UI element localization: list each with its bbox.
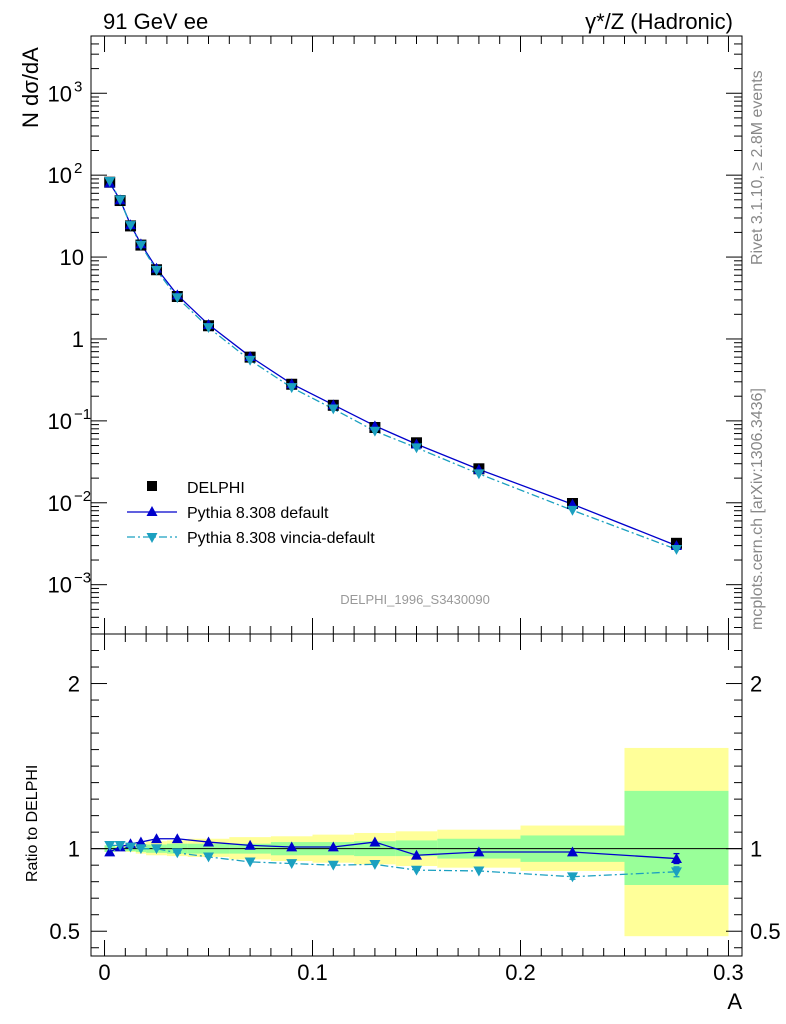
- ratio-point-vincia: [670, 867, 682, 878]
- ratio-point-default: [104, 846, 116, 857]
- ratio-point-default: [670, 853, 682, 863]
- ratio-ytick-label-right: 0.5: [750, 919, 781, 944]
- ratio-point-default: [244, 839, 256, 850]
- point-vincia: [171, 293, 183, 304]
- process-label: γ*/Z (Hadronic): [585, 9, 733, 34]
- point-vincia: [286, 383, 298, 394]
- ratio-xtick-label: 0.3: [713, 960, 744, 985]
- ratio-point-vincia: [286, 859, 298, 870]
- main-ytick-label: 10: [48, 163, 72, 188]
- main-ylabel: N dσ/dA: [18, 47, 43, 128]
- legend-marker-default: [146, 506, 158, 516]
- point-vincia: [203, 323, 215, 334]
- ratio-point-default: [203, 836, 215, 847]
- ratio-ylabel: Ratio to DELPHI: [24, 765, 41, 882]
- ratio-point-vincia: [171, 848, 183, 859]
- ratio-ytick-label: 1: [68, 837, 80, 862]
- legend: DELPHI Pythia 8.308 default Pythia 8.308…: [127, 480, 375, 547]
- legend-label-delphi: DELPHI: [187, 480, 245, 497]
- ratio-xtick-label: 0.1: [297, 960, 328, 985]
- main-ytick-label: 10: [48, 491, 72, 516]
- ratio-x-axis: 0 0.1 0.2 0.3: [98, 634, 744, 985]
- ratio-point-vincia: [327, 860, 339, 871]
- point-vincia: [670, 544, 682, 555]
- ratio-ytick-label: 0.5: [49, 919, 80, 944]
- main-ytick-exponent: −2: [74, 488, 91, 505]
- rivet-info: Rivet 3.1.10, ≥ 2.8M events: [749, 70, 766, 265]
- ratio-point-vincia: [135, 844, 147, 855]
- ratio-point-default: [473, 846, 485, 857]
- ratio-point-vincia: [473, 866, 485, 877]
- ratio-ytick-label-right: 1: [750, 837, 762, 862]
- ratio-point-vincia: [566, 872, 578, 883]
- ratio-point-default: [151, 833, 163, 844]
- main-panel: DELPHI_1996_S3430090 10 310 210110−110−210…: [48, 35, 743, 635]
- main-ytick-label: 10: [48, 573, 72, 598]
- ratio-point-vincia: [114, 840, 126, 851]
- ratio-bands: [104, 747, 729, 937]
- watermark: DELPHI_1996_S3430090: [340, 592, 490, 607]
- point-vincia: [327, 404, 339, 415]
- ratio-point-vincia: [104, 840, 116, 851]
- main-x-axis: [104, 36, 729, 634]
- ratio-point-default: [369, 836, 381, 847]
- legend-label-vincia: Pythia 8.308 vincia-default: [187, 530, 375, 547]
- main-ytick-label: 10: [60, 245, 84, 270]
- ratio-point-vincia: [125, 842, 137, 853]
- legend-marker-vincia: [146, 533, 158, 543]
- x-axis-title: A: [727, 989, 742, 1014]
- ratio-ytick-label: 2: [68, 672, 80, 697]
- main-ytick-label: 1: [72, 327, 84, 352]
- mcplots-ref: mcplots.cern.ch [arXiv:1306.3436]: [749, 388, 766, 630]
- main-ytick-exponent: 2: [74, 160, 82, 177]
- legend-label-default: Pythia 8.308 default: [187, 505, 329, 522]
- ratio-point-vincia: [244, 857, 256, 868]
- main-ytick-label: 10: [48, 81, 72, 106]
- point-vincia: [473, 469, 485, 480]
- point-vincia: [369, 426, 381, 437]
- main-ytick-exponent: −1: [74, 406, 91, 423]
- point-vincia: [411, 443, 422, 454]
- ratio-series-layer: [104, 833, 682, 883]
- main-ytick-label: 10: [48, 409, 72, 434]
- point-vincia: [104, 176, 116, 187]
- ratio-point-vincia: [369, 859, 381, 870]
- ratio-xtick-label: 0.2: [505, 960, 536, 985]
- ratio-y-axis: 0.5 0.5 1 1 2 2: [49, 633, 781, 949]
- point-vincia: [125, 221, 137, 231]
- point-vincia: [244, 355, 256, 366]
- ratio-point-vincia: [411, 865, 422, 876]
- point-vincia: [566, 505, 578, 516]
- ratio-ytick-label-right: 2: [750, 672, 762, 697]
- legend-marker-delphi: [147, 481, 157, 491]
- ratio-panel: 0.5 0.5 1 1 2 2 0 0.1 0.2 0.3: [49, 633, 781, 985]
- ratio-point-default: [411, 849, 422, 860]
- ratio-point-default: [135, 836, 147, 847]
- point-vincia: [135, 240, 147, 251]
- ratio-xtick-label: 0: [98, 960, 110, 985]
- ratio-point-vincia: [151, 844, 163, 855]
- energy-label: 91 GeV ee: [103, 9, 208, 34]
- point-vincia: [114, 195, 126, 206]
- ratio-point-default: [327, 841, 339, 852]
- main-ytick-exponent: 3: [74, 78, 82, 95]
- main-series-layer: [104, 176, 682, 555]
- ratio-point-vincia: [203, 852, 215, 863]
- ratio-point-default: [171, 833, 183, 844]
- ratio-point-default: [286, 841, 298, 852]
- ratio-point-default: [566, 846, 578, 857]
- main-ytick-exponent: −3: [74, 570, 91, 587]
- point-vincia: [151, 265, 163, 276]
